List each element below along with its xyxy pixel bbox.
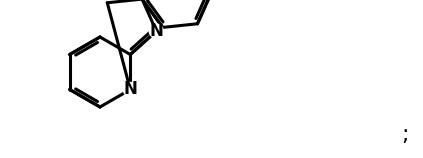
Circle shape: [124, 82, 137, 97]
Text: N: N: [124, 80, 137, 98]
Circle shape: [149, 24, 163, 38]
Text: N: N: [149, 22, 163, 40]
Text: ;: ;: [401, 125, 409, 145]
